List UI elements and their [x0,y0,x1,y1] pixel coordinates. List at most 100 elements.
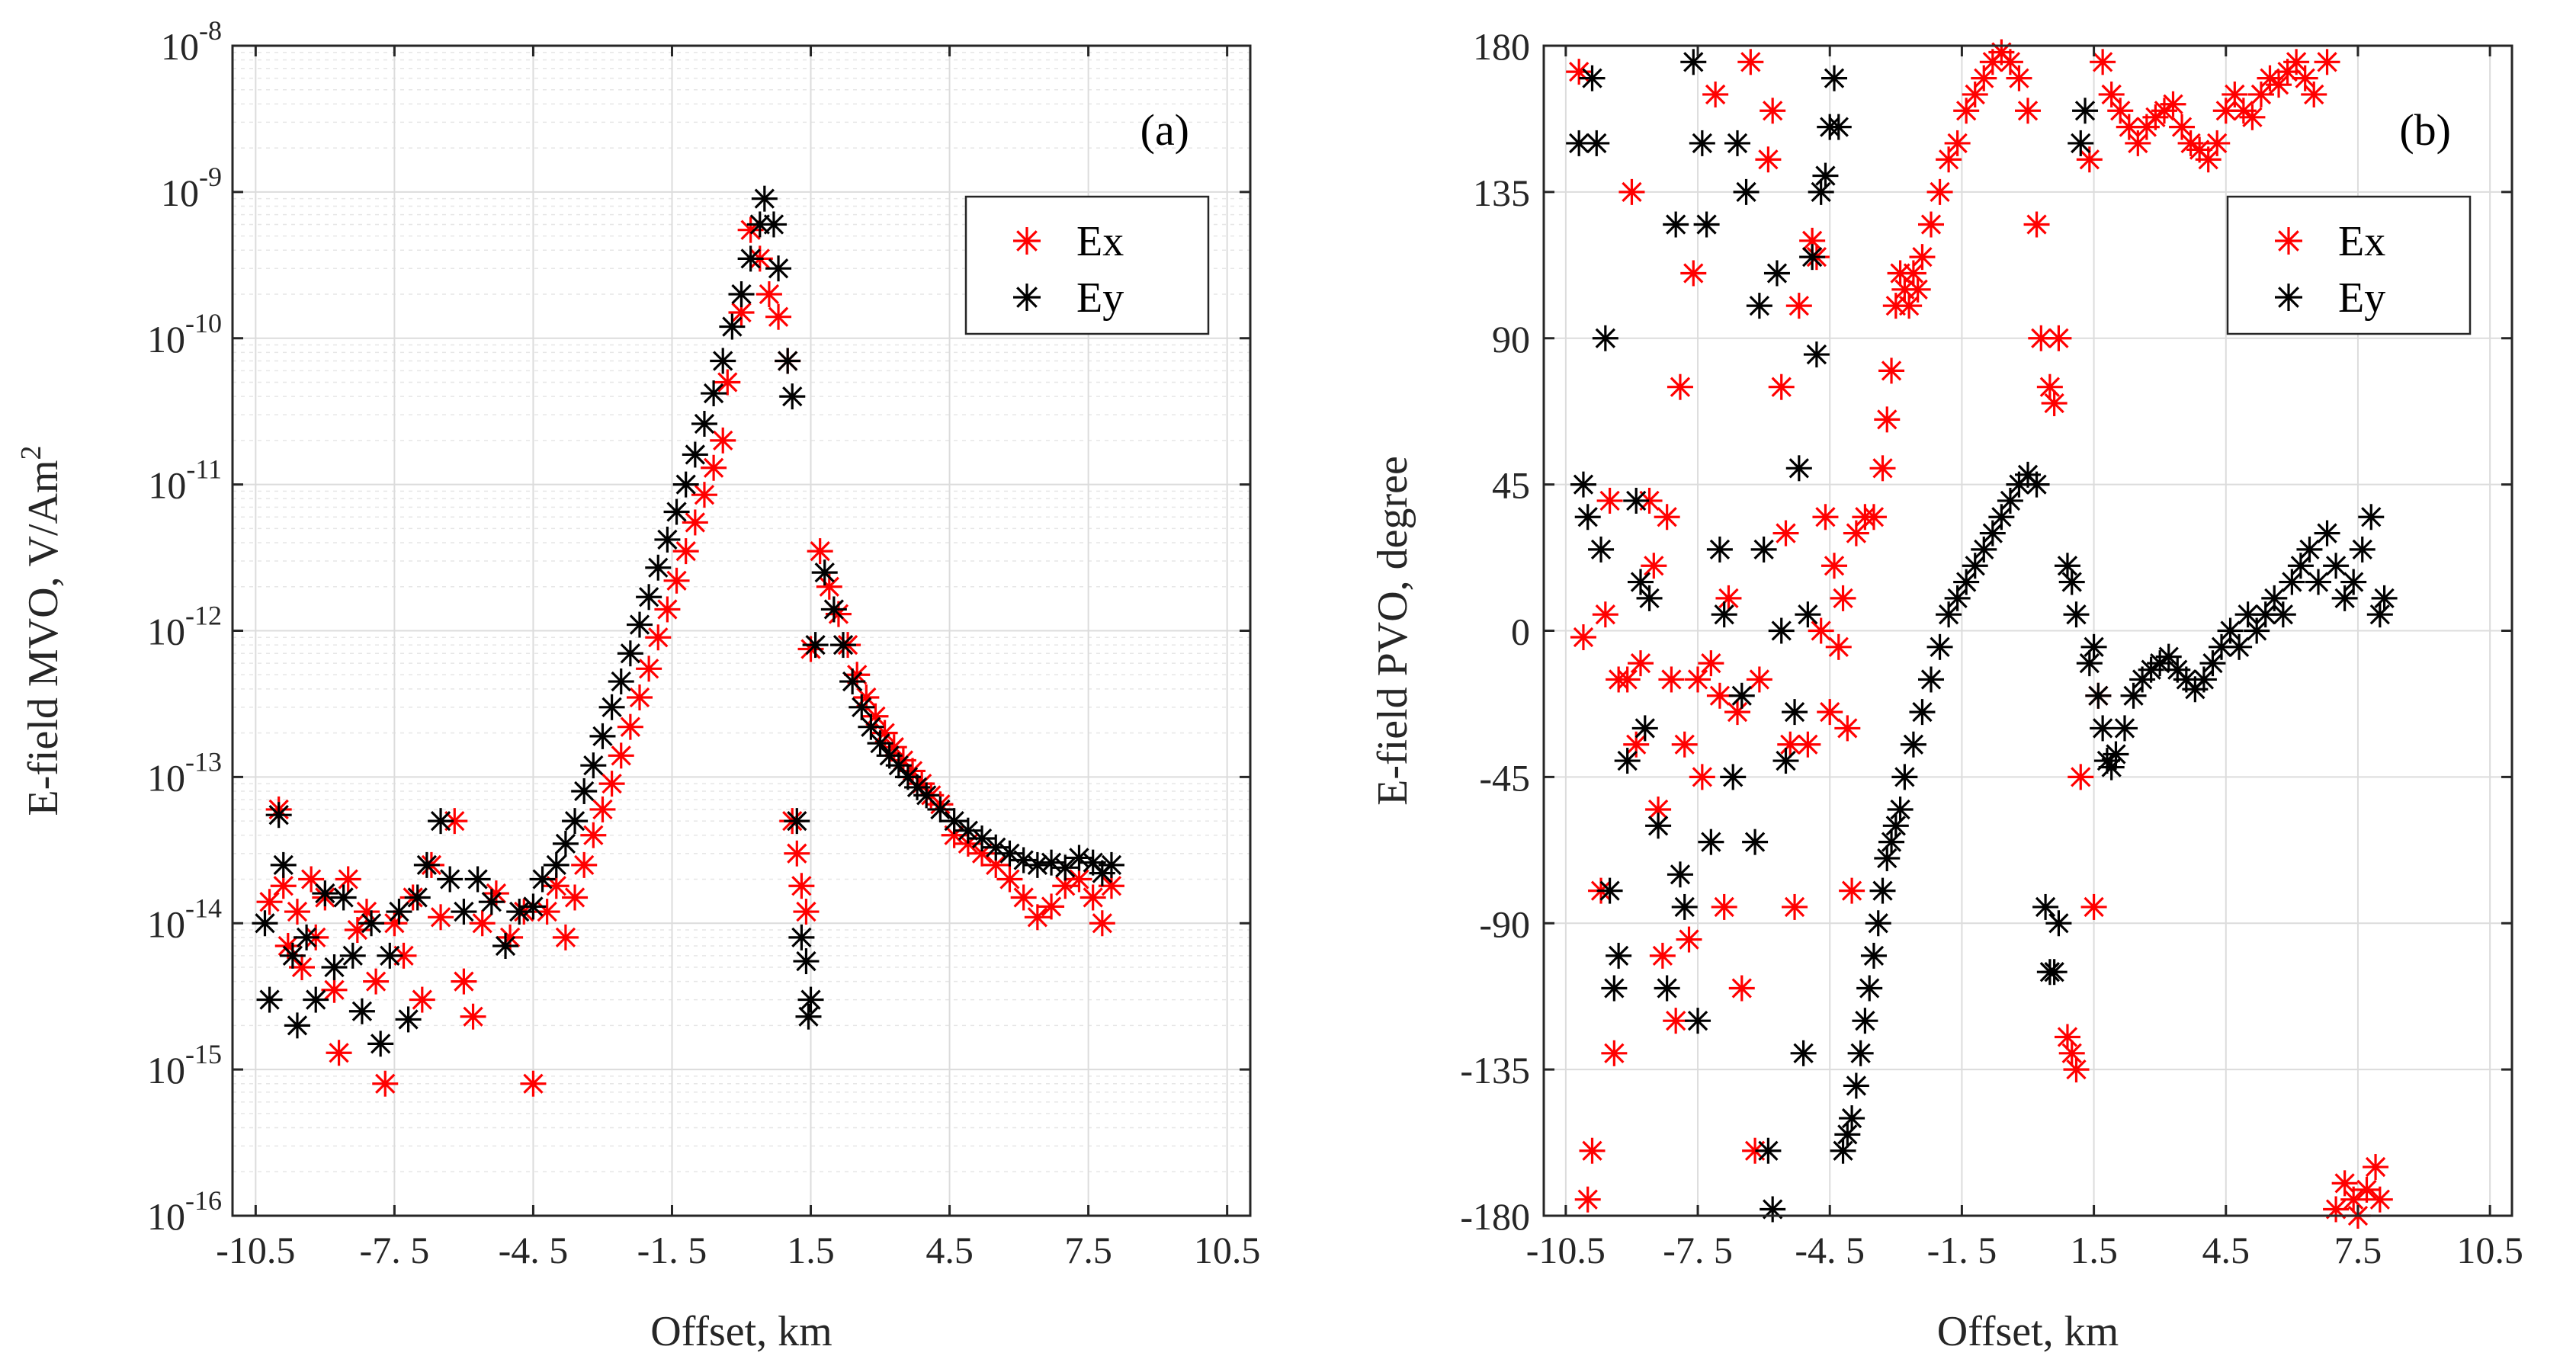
data-point-ey [2371,585,2398,611]
data-point-ex [1570,624,1596,651]
data-point-ey [1926,633,1953,660]
data-point-ey [1839,1105,1865,1132]
data-point-ex [701,454,727,481]
data-point-ex [663,567,690,594]
data-point-ex [816,573,842,600]
data-point-ey [1592,325,1618,351]
data-point-ex [1579,1137,1606,1164]
data-point-ey [2103,741,2129,768]
data-point-ex [1706,682,1733,709]
data-point-ex [2266,72,2292,98]
x-tick-label: 10.5 [2456,1229,2523,1271]
y-tick-label: 10-9 [161,162,222,214]
ticks [233,44,1250,1217]
data-point-ex [1671,731,1698,758]
data-point-ex [1926,178,1953,205]
data-point-ex [562,884,589,911]
data-point-ex [1654,504,1680,531]
data-point-ey [2054,553,2080,579]
x-tick-label: -10.5 [1526,1229,1606,1271]
data-point-ey [1685,1008,1711,1034]
data-point-ex [326,1040,352,1066]
y-tick-label: 10-15 [147,1039,222,1092]
data-point-ey [321,954,348,981]
data-point-ex [784,840,810,867]
data-point-ex [1782,893,1808,920]
data-point-ey [1698,829,1724,855]
data-point-ey [1693,211,1720,238]
data-point-ey [1010,847,1037,874]
data-point-ex [672,538,699,565]
data-point-ey [1720,764,1747,790]
data-point-ey [1763,260,1790,287]
x-tick-label: 4.5 [2202,1229,2250,1271]
data-point-ey [867,730,893,757]
legend-label-ey: Ey [1076,274,1124,322]
panel-a-mvo: -10.5 -7. 5 -4. 5 -1. 5 1.5 4.5 7.5 10.5 10-8 10-… [15,15,1260,1355]
data-point-ey [265,802,292,829]
data-point-ex [1746,666,1772,693]
data-point-ey [682,441,708,468]
data-point-ex [1649,942,1676,969]
data-point-ey [428,808,454,835]
data-point-ex [682,509,708,536]
y-tick-label: 90 [1492,318,1530,361]
y-tick-label: 10-11 [148,454,222,507]
data-point-ey [765,255,792,282]
panel-b-pvo: -10.5 -7. 5 -4. 5 -1. 5 1.5 4.5 7.5 10.5 180 135 9… [1369,25,2523,1355]
data-point-ey [1588,536,1615,563]
y-tick-label: 180 [1473,25,1530,68]
data-point-ey [996,840,1023,867]
data-point-ey [636,584,662,611]
data-point-ex [2239,104,2266,130]
data-point-ex [520,1070,547,1097]
data-point-ey [1645,813,1672,839]
data-point-ex [627,684,653,710]
data-point-ey [1772,748,1799,774]
data-point-ex [598,771,625,797]
y-tick-label: 10-8 [161,15,222,68]
data-point-ex [1715,585,1742,611]
data-point-ey [1865,910,1891,937]
data-point-ex [1596,487,1623,514]
x-tick-label: -4. 5 [499,1229,569,1271]
data-point-ex [335,866,361,893]
legend-label-ey: Ey [2338,274,2385,322]
data-point-ex [1843,520,1869,547]
data-point-ey [294,924,320,950]
data-point-ey [2314,520,2340,547]
data-point-ey [404,884,431,911]
data-point-ex [1038,893,1065,920]
data-point-ey [284,1012,310,1039]
data-point-ex [1680,260,1707,287]
data-point-ey [1812,162,1839,189]
data-point-ey [1728,682,1755,709]
x-tick-label: 1.5 [2070,1229,2118,1271]
data-point-ey [1628,569,1654,595]
data-point-ey [1750,536,1777,563]
data-point-ex [381,910,408,937]
data-point-ey [1830,1137,1856,1164]
data-point-ex [1874,406,1901,433]
data-point-ey [760,211,787,238]
data-point-ey [367,1031,394,1057]
data-point-ex [1601,1040,1628,1066]
data-point-ex [1737,49,1764,75]
data-point-ey [2063,601,2090,628]
data-point-ey [1887,797,1914,823]
data-point-ey [737,245,764,272]
data-point-ey [1636,585,1663,611]
data-point-ex [2036,373,2063,400]
data-point-ex [1772,520,1799,547]
data-point-ey [654,526,681,553]
data-point-ey [1803,341,1830,368]
y-tick-label: 10-14 [147,893,222,945]
data-point-ex [1812,504,1839,531]
data-point-ey [2085,682,2112,709]
data-point-ex [580,822,607,848]
y-tick-label: 10-12 [147,601,222,653]
data-point-ex [2006,65,2032,91]
data-point-ex [1904,276,1931,303]
data-point-ey [779,383,806,410]
data-point-ey [645,554,672,581]
